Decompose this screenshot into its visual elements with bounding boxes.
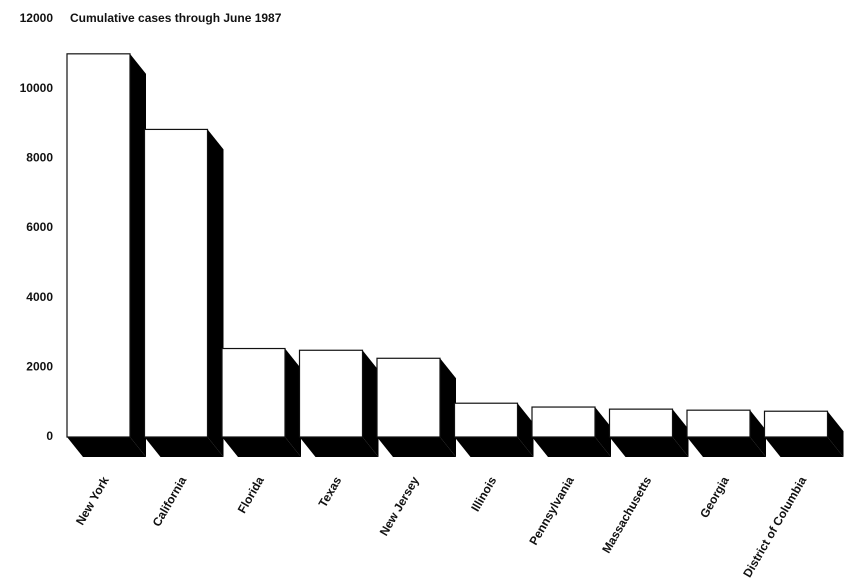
bar-side [130, 53, 146, 457]
bar [763, 410, 829, 438]
y-tick-label: 2000 [26, 360, 53, 374]
bar [298, 349, 364, 438]
bar-floor-shadow [299, 437, 379, 457]
y-tick-label: 4000 [26, 290, 53, 304]
bar [66, 53, 131, 438]
bar-floor-shadow [764, 437, 844, 457]
x-tick-label: Illinois [468, 474, 499, 514]
bar-side [827, 411, 844, 457]
bar-side [750, 410, 766, 457]
bar-side [517, 403, 534, 457]
bar-side [440, 358, 456, 457]
y-tick-label: 6000 [26, 220, 53, 234]
x-tick-label: Texas [316, 474, 345, 510]
x-tick-label: Massachusetts [599, 474, 654, 556]
y-tick-label: 10000 [20, 81, 54, 95]
y-tick-label: 8000 [26, 151, 53, 165]
bar-side [595, 407, 611, 457]
bar [143, 128, 209, 438]
bar [376, 357, 441, 438]
bar-floor-shadow [609, 437, 689, 457]
bar-floor-shadow [67, 437, 146, 457]
x-tick-label: Florida [235, 474, 267, 516]
bar [453, 402, 519, 438]
x-tick-label: New Jersey [377, 474, 422, 538]
bar-floor-shadow [377, 437, 456, 457]
bar [686, 409, 751, 438]
bar [531, 406, 596, 438]
bar-side [207, 129, 224, 457]
x-tick-label: Georgia [697, 474, 732, 521]
x-tick-label: California [150, 474, 190, 529]
bar-floor-shadow [454, 437, 534, 457]
x-tick-label: New York [73, 474, 112, 528]
bar-floor-shadow [222, 437, 301, 457]
y-tick-label: 0 [46, 429, 53, 443]
x-tick-label: District of Columbia [740, 474, 809, 580]
y-tick-label: 12000 [20, 11, 54, 25]
bar-side [362, 350, 379, 457]
x-tick-label: Pennsylvania [526, 474, 577, 548]
bar-floor-shadow [144, 437, 224, 457]
chart-title: Cumulative cases through June 1987 [70, 11, 282, 25]
bar-side [672, 409, 689, 457]
bar-floor-shadow [687, 437, 766, 457]
bar [221, 347, 286, 438]
bar-floor-shadow [532, 437, 611, 457]
bar [608, 408, 674, 438]
bar-side [285, 348, 301, 457]
